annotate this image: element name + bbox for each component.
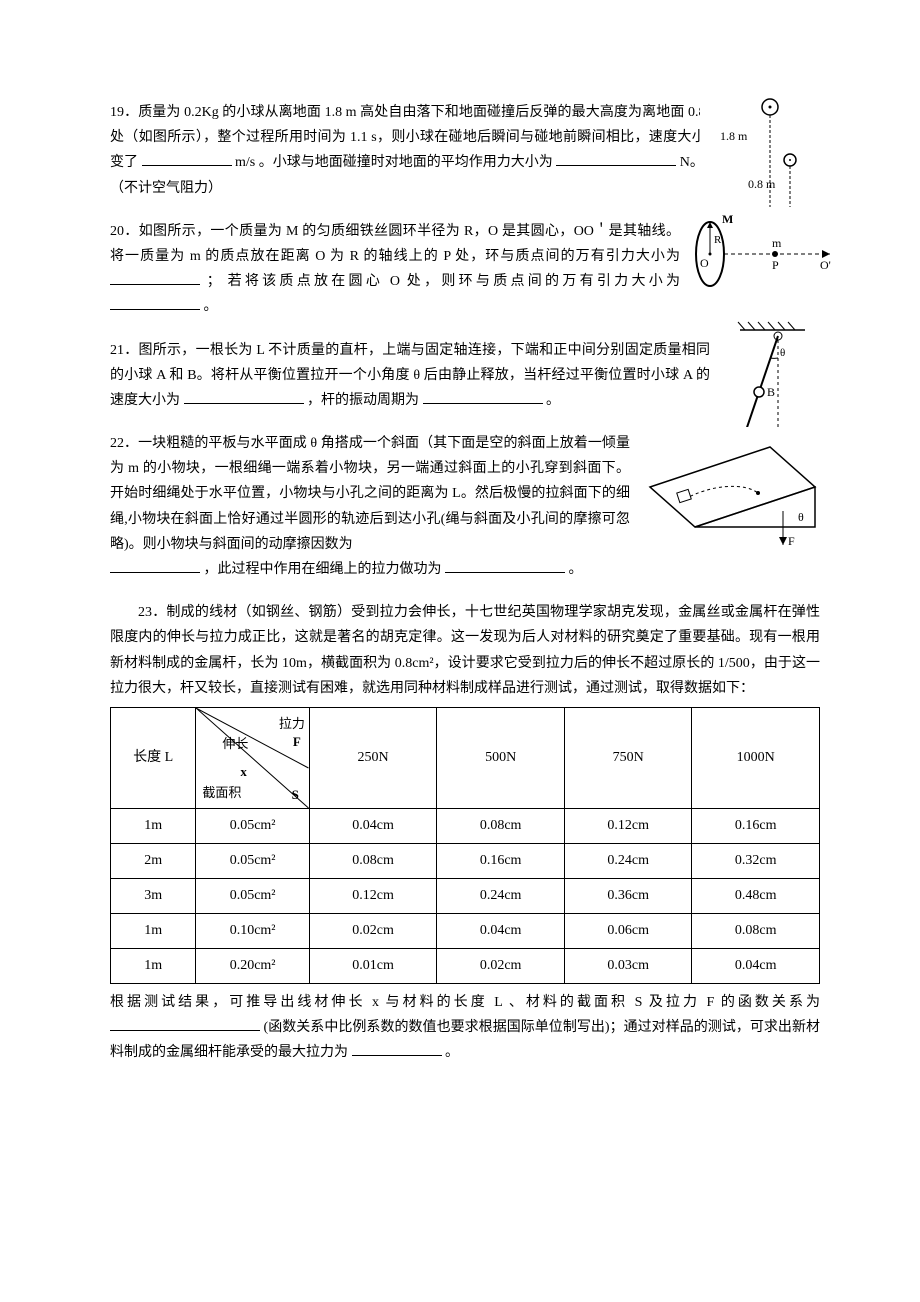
problem-21: B A θ 21．图所示，一根长为 L 不计质量的直杆，上端与固定轴连接，下端和… bbox=[110, 338, 820, 414]
p21-blank-2 bbox=[423, 389, 543, 404]
p20-mid: ； 若将该质点放在圆心 O 处，则环与质点间的万有引力大小为 bbox=[207, 274, 680, 289]
table-row: 2m 0.05cm² 0.08cm 0.16cm 0.24cm 0.32cm bbox=[111, 843, 820, 878]
svg-text:m: m bbox=[772, 236, 782, 250]
cell-v: 0.02cm bbox=[437, 948, 565, 983]
p19-blank-1 bbox=[142, 151, 232, 166]
page-root: 1.8 m 0.8 m 19．质量为 0.2Kg 的小球从离地面 1.8 m 高… bbox=[0, 0, 920, 1302]
cell-S: 0.20cm² bbox=[196, 948, 309, 983]
header-f0: 250N bbox=[309, 707, 437, 808]
hdr-sS: S bbox=[292, 783, 299, 806]
cell-v: 0.06cm bbox=[564, 913, 692, 948]
svg-text:B: B bbox=[767, 385, 775, 399]
cell-L: 1m bbox=[111, 913, 196, 948]
svg-text:R: R bbox=[714, 234, 722, 246]
p19-blank-2 bbox=[556, 151, 676, 166]
table-row: 1m 0.20cm² 0.01cm 0.02cm 0.03cm 0.04cm bbox=[111, 948, 820, 983]
cell-L: 2m bbox=[111, 843, 196, 878]
cell-v: 0.36cm bbox=[564, 878, 692, 913]
cell-S: 0.05cm² bbox=[196, 878, 309, 913]
table-row: 1m 0.10cm² 0.02cm 0.04cm 0.06cm 0.08cm bbox=[111, 913, 820, 948]
cell-v: 0.16cm bbox=[692, 808, 820, 843]
cell-v: 0.16cm bbox=[437, 843, 565, 878]
p21-blank-1 bbox=[184, 389, 304, 404]
problem-22: F θ 22．一块粗糙的平板与水平面成 θ 角搭成一个斜面（其下面是空的斜面上放… bbox=[110, 431, 820, 582]
cell-v: 0.04cm bbox=[437, 913, 565, 948]
cell-v: 0.24cm bbox=[437, 878, 565, 913]
cell-v: 0.08cm bbox=[437, 808, 565, 843]
header-f3: 1000N bbox=[692, 707, 820, 808]
header-f1: 500N bbox=[437, 707, 565, 808]
cell-S: 0.05cm² bbox=[196, 843, 309, 878]
cell-v: 0.02cm bbox=[309, 913, 437, 948]
cell-v: 0.48cm bbox=[692, 878, 820, 913]
figure-19: 1.8 m 0.8 m bbox=[700, 92, 800, 222]
table-row: 3m 0.05cm² 0.12cm 0.24cm 0.36cm 0.48cm bbox=[111, 878, 820, 913]
svg-text:O: O bbox=[700, 256, 709, 270]
cell-v: 0.08cm bbox=[309, 843, 437, 878]
p19-tail: （不计空气阻力） bbox=[110, 181, 222, 196]
fig19-h1-label: 1.8 m bbox=[720, 129, 748, 143]
p22-text-a: 22．一块粗糙的平板与水平面成 θ 角搭成一个斜面（其下面是空的斜面上放着一倾量… bbox=[110, 436, 630, 552]
cell-L: 1m bbox=[111, 948, 196, 983]
figure-20: M R O m P O' bbox=[680, 209, 830, 299]
hdr-sF: F bbox=[293, 730, 301, 753]
header-diagonal: 拉力 F 伸长 x 截面积 S bbox=[196, 707, 309, 808]
problem-20: M R O m P O' 20．如图所示，一个质量为 M 的匀质细铁丝圆环半 bbox=[110, 219, 820, 320]
p22-mid: ，此过程中作用在细绳上的拉力做功为 bbox=[204, 562, 442, 577]
cell-v: 0.08cm bbox=[692, 913, 820, 948]
cell-L: 3m bbox=[111, 878, 196, 913]
p21-period: 。 bbox=[546, 393, 560, 408]
svg-text:F: F bbox=[788, 534, 795, 548]
svg-text:θ: θ bbox=[780, 347, 785, 359]
svg-text:O': O' bbox=[820, 258, 831, 272]
p23-blank-2 bbox=[352, 1041, 442, 1056]
problem-23: 23．制成的线材（如钢丝、钢筋）受到拉力会伸长，十七世纪英国物理学家胡克发现，金… bbox=[110, 600, 820, 1065]
p20-text-a: 20．如图所示，一个质量为 M 的匀质细铁丝圆环半径为 R，O 是其圆心，OO＇… bbox=[110, 224, 680, 264]
hdr-x: 伸长 bbox=[222, 732, 248, 755]
hdr-S: 截面积 bbox=[202, 781, 241, 804]
svg-text:P: P bbox=[772, 258, 779, 272]
problem-19: 1.8 m 0.8 m 19．质量为 0.2Kg 的小球从离地面 1.8 m 高… bbox=[110, 100, 820, 201]
p22-period: 。 bbox=[569, 562, 583, 577]
p22-blank-1 bbox=[110, 558, 200, 573]
header-length: 长度 L bbox=[111, 707, 196, 808]
cell-v: 0.12cm bbox=[564, 808, 692, 843]
p22-blank-2 bbox=[445, 558, 565, 573]
p20-period: 。 bbox=[204, 299, 218, 314]
cell-v: 0.24cm bbox=[564, 843, 692, 878]
cell-v: 0.04cm bbox=[692, 948, 820, 983]
p23-period: 。 bbox=[445, 1045, 459, 1060]
cell-v: 0.12cm bbox=[309, 878, 437, 913]
table-header-row: 长度 L 拉力 F 伸长 x 截面积 S bbox=[111, 707, 820, 808]
p23-intro: 23．制成的线材（如钢丝、钢筋）受到拉力会伸长，十七世纪英国物理学家胡克发现，金… bbox=[110, 600, 820, 701]
table-row: 1m 0.05cm² 0.04cm 0.08cm 0.12cm 0.16cm bbox=[111, 808, 820, 843]
svg-text:M: M bbox=[722, 212, 733, 226]
cell-S: 0.05cm² bbox=[196, 808, 309, 843]
cell-L: 1m bbox=[111, 808, 196, 843]
figure-22: F θ bbox=[630, 427, 830, 547]
svg-text:θ: θ bbox=[798, 510, 804, 524]
cell-v: 0.32cm bbox=[692, 843, 820, 878]
cell-v: 0.03cm bbox=[564, 948, 692, 983]
p23-table: 长度 L 拉力 F 伸长 x 截面积 S bbox=[110, 707, 820, 984]
p20-blank-1 bbox=[110, 270, 200, 285]
p23-blank-1 bbox=[110, 1016, 260, 1031]
header-f2: 750N bbox=[564, 707, 692, 808]
p23-after-a: 根据测试结果，可推导出线材伸长 x 与材料的长度 L 、材料的截面积 S 及拉力… bbox=[110, 995, 820, 1010]
fig19-h2-label: 0.8 m bbox=[748, 177, 776, 191]
p20-blank-2 bbox=[110, 295, 200, 310]
p21-mid: ，杆的振动周期为 bbox=[307, 393, 419, 408]
p19-unit-a: m/s 。小球与地面碰撞时对地面的平均作用力大小为 bbox=[235, 155, 553, 170]
cell-S: 0.10cm² bbox=[196, 913, 309, 948]
cell-v: 0.01cm bbox=[309, 948, 437, 983]
hdr-F: 拉力 bbox=[279, 712, 305, 735]
cell-v: 0.04cm bbox=[309, 808, 437, 843]
